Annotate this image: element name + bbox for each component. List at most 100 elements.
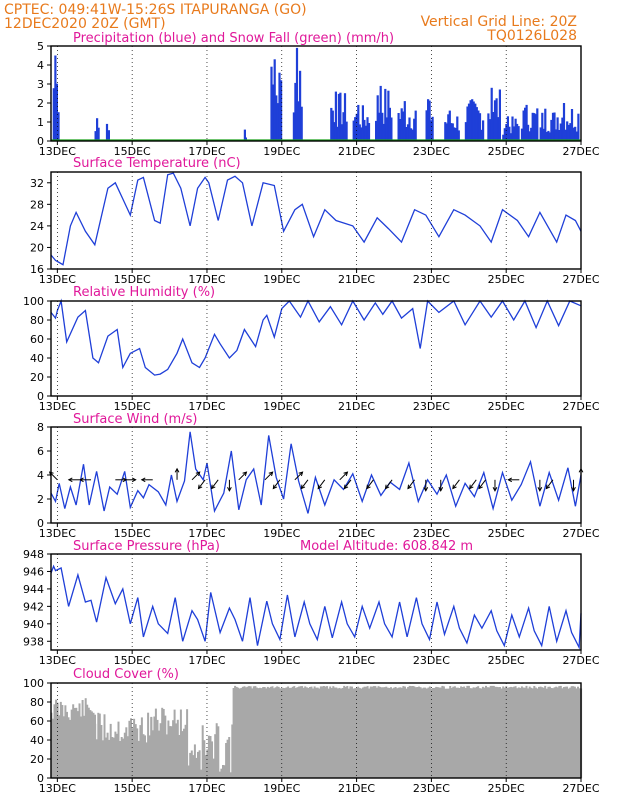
cloud-bar xyxy=(366,686,369,778)
wind-arrow-head xyxy=(242,471,248,477)
wind-arrow-head xyxy=(366,484,371,490)
cloud-bar xyxy=(285,687,288,778)
cloud-bar xyxy=(368,688,371,778)
cloud-bar xyxy=(231,724,234,778)
precip-bar xyxy=(516,123,519,141)
cloud-bar xyxy=(175,723,178,778)
precip-bar xyxy=(387,90,390,141)
precip-bar xyxy=(467,103,471,141)
cloud-bar xyxy=(271,686,274,778)
precip-bar xyxy=(545,132,548,141)
cloud-bar xyxy=(255,687,258,778)
cloud-bar xyxy=(173,709,176,778)
cloud-bar xyxy=(411,686,414,778)
wind-arrow xyxy=(452,479,460,489)
cloud-bar xyxy=(424,687,427,778)
cloud-bar xyxy=(238,688,241,778)
precip-bar xyxy=(427,99,430,141)
y-tick-label: 3 xyxy=(37,78,44,91)
precip-bar xyxy=(542,128,545,141)
wind-arrow-head xyxy=(438,487,444,492)
cloud-bar xyxy=(332,686,335,778)
cloud-bar xyxy=(450,687,453,778)
cloud-bar xyxy=(122,738,125,778)
cloud-bar xyxy=(391,688,394,778)
x-tick-label: 25DEC xyxy=(488,145,525,158)
precip-bar xyxy=(450,123,453,141)
precip-bar xyxy=(355,113,358,141)
cloud-bar xyxy=(294,688,297,778)
precip-bar xyxy=(482,120,485,141)
y-tick-label: 100 xyxy=(23,677,44,690)
precip-bar xyxy=(299,70,302,141)
cloud-bar xyxy=(302,687,305,778)
x-tick-label: 21DEC xyxy=(338,782,375,795)
cloud-bar xyxy=(544,685,547,778)
cloud-bar xyxy=(304,686,307,778)
x-tick-label: 21DEC xyxy=(338,654,375,667)
cloud-bar xyxy=(538,686,540,778)
cloud-bar xyxy=(203,740,206,778)
cloud-bar xyxy=(109,723,112,778)
precip-bar xyxy=(448,110,451,141)
cloud-bar xyxy=(298,686,300,778)
cloud-bar xyxy=(433,687,436,778)
x-tick-label: 21DEC xyxy=(338,145,375,158)
cloud-bar xyxy=(463,686,466,778)
y-tick-label: 940 xyxy=(23,618,44,631)
precip-bar xyxy=(378,112,381,141)
x-tick-label: 23DEC xyxy=(413,400,450,413)
cloud-bar xyxy=(246,686,249,778)
precip-bar xyxy=(444,122,447,141)
cloud-bar xyxy=(477,686,480,778)
cloud-bar xyxy=(136,728,139,778)
cloud-bar xyxy=(483,687,486,778)
precip-bar xyxy=(410,128,413,141)
precip-bar xyxy=(345,121,348,141)
y-tick-label: 2 xyxy=(37,493,44,506)
cloud-bar xyxy=(341,688,344,778)
cloud-bar xyxy=(139,725,142,778)
precip-bar xyxy=(273,59,276,141)
y-tick-label: 0 xyxy=(37,517,44,530)
wind-arrow-head xyxy=(300,484,306,490)
precip-bar xyxy=(503,128,506,141)
x-tick-label: 23DEC xyxy=(413,145,450,158)
cloud-bar xyxy=(447,688,450,778)
precip-bar xyxy=(400,108,403,141)
cloud-bar xyxy=(500,688,503,778)
cloud-bar xyxy=(217,726,220,778)
cloud-bar xyxy=(164,715,167,778)
cloud-bar xyxy=(126,736,129,778)
cloud-bar xyxy=(268,687,271,778)
precip-bar xyxy=(547,130,550,141)
x-tick-label: 23DEC xyxy=(413,273,450,286)
cloud-bar xyxy=(190,750,193,778)
cloud-bar xyxy=(566,686,569,778)
precip-title: Precipitation (blue) and Snow Fall (gree… xyxy=(73,31,394,46)
cloud-bar xyxy=(488,687,491,778)
cloud-bar xyxy=(232,688,235,778)
precip-bar xyxy=(379,85,382,141)
wind-arrow-head xyxy=(174,467,180,473)
cloud-bar xyxy=(279,688,282,778)
cloud-bar xyxy=(312,688,314,778)
x-tick-label: 17DEC xyxy=(188,527,225,540)
precip-bar xyxy=(385,117,388,141)
precip-bar xyxy=(360,127,363,141)
cloud-bar xyxy=(514,686,517,778)
y-tick-label: 100 xyxy=(23,295,44,308)
cloud-bar xyxy=(369,686,372,778)
cloud-bar xyxy=(533,686,536,778)
y-tick-label: 60 xyxy=(30,333,44,346)
cloud-bar xyxy=(144,735,146,778)
cloud-bar xyxy=(441,685,444,778)
cloud-bar xyxy=(287,686,290,778)
wind-arrow-head xyxy=(469,484,474,490)
cloud-bar xyxy=(439,687,442,778)
header-station: CPTEC: 049:41W-15:26S ITAPURANGA (GO) xyxy=(4,2,307,18)
precip-bar xyxy=(527,124,530,141)
cloud-bar xyxy=(307,688,310,778)
cloud-bar xyxy=(167,720,170,778)
cloud-bar xyxy=(489,685,492,778)
